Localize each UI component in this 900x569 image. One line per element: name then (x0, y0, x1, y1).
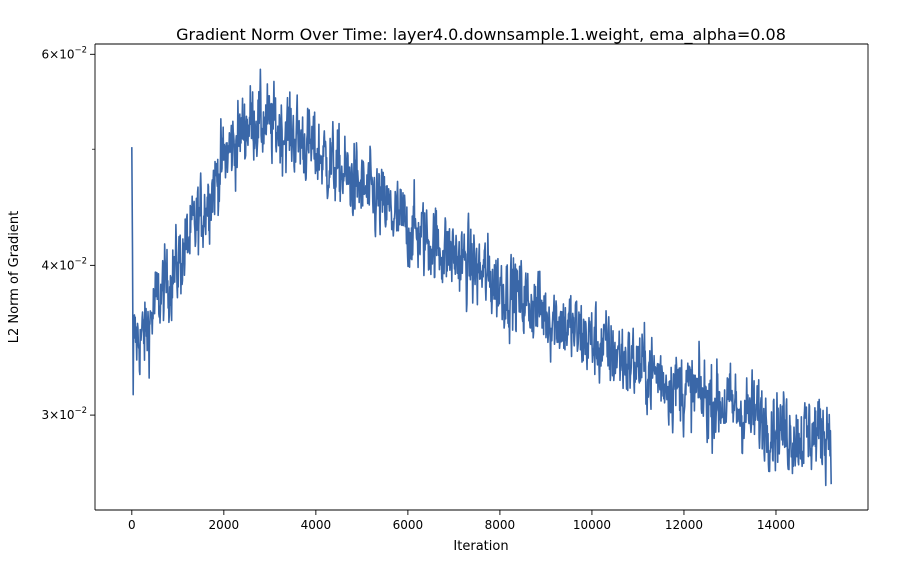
x-tick-label: 0 (128, 518, 136, 532)
x-tick-label: 14000 (757, 518, 795, 532)
y-axis-ticks: 6×10−2 4×10−2 3×10−2 (42, 45, 95, 422)
line-series (131, 68, 832, 487)
x-tick-label: 4000 (301, 518, 332, 532)
x-tick-label: 8000 (485, 518, 516, 532)
y-tick-label: 3×10−2 (42, 406, 88, 422)
y-tick-label: 6×10−2 (42, 45, 88, 61)
x-axis-ticks: 0 2000 4000 6000 8000 10000 12000 14000 (128, 510, 795, 532)
x-tick-label: 6000 (393, 518, 424, 532)
chart-title: Gradient Norm Over Time: layer4.0.downsa… (176, 25, 786, 45)
series-line (131, 68, 832, 487)
x-axis-label: Iteration (453, 539, 508, 554)
y-axis-label: L2 Norm of Gradient (7, 211, 22, 343)
x-tick-label: 12000 (665, 518, 703, 532)
y-tick-label: 4×10−2 (42, 256, 88, 272)
x-tick-label: 2000 (209, 518, 240, 532)
x-tick-label: 10000 (573, 518, 611, 532)
